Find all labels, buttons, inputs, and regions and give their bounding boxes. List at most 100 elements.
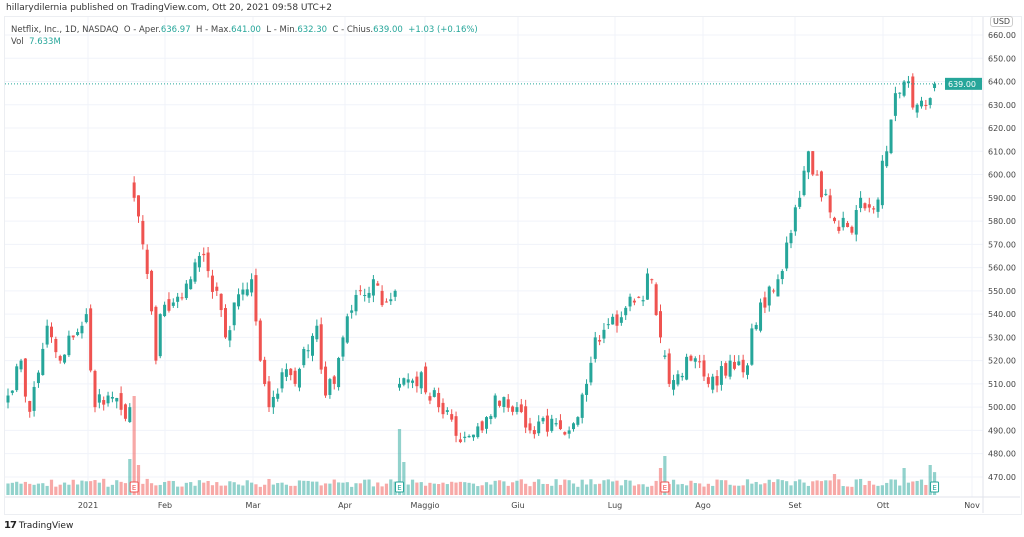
price-tick-label: 590.00	[988, 194, 1016, 203]
candle-body	[493, 395, 497, 418]
volume-bar	[780, 480, 784, 495]
volume-bar	[19, 483, 23, 495]
volume-bar	[332, 479, 336, 495]
volume-bar	[619, 485, 623, 495]
volume-bar	[102, 478, 106, 495]
candle-body	[524, 406, 528, 428]
price-tick-label: 600.00	[988, 171, 1016, 180]
volume-bar	[506, 485, 510, 495]
price-tick-label: 630.00	[988, 101, 1016, 110]
volume-bar	[554, 479, 558, 495]
volume-bar	[719, 480, 723, 495]
candle-body	[589, 362, 593, 383]
candle-body	[380, 290, 384, 306]
candle-body	[15, 366, 19, 391]
volume-bar	[454, 482, 458, 495]
candle-body	[371, 279, 375, 296]
candle-body	[106, 395, 110, 404]
volume-bar	[571, 483, 576, 495]
candle-body	[789, 233, 793, 244]
tradingview-footer[interactable]: 17 TradingView	[4, 520, 73, 531]
candle-body	[184, 283, 188, 299]
candle-body	[132, 182, 136, 198]
volume-bar	[602, 480, 606, 495]
symbol-name[interactable]: Netflix, Inc., 1D, NASDAQ	[11, 25, 119, 35]
candle-body	[754, 324, 758, 330]
candle-body	[197, 255, 201, 268]
volume-bar	[511, 482, 515, 495]
volume-bar	[898, 485, 902, 495]
time-tick-label: Set	[788, 501, 801, 510]
candle-body	[445, 410, 449, 412]
candle-body	[841, 217, 845, 228]
volume-bar	[241, 485, 245, 495]
candle-body	[767, 286, 771, 306]
volume-bar	[367, 479, 371, 495]
volume-bar	[363, 479, 367, 495]
volume-bar	[215, 482, 219, 495]
open-value: 636.97	[160, 25, 191, 35]
candle-body	[806, 151, 810, 173]
volume-bar	[167, 480, 171, 495]
candle-body	[667, 353, 671, 384]
candle-body	[872, 208, 876, 210]
candle-body	[641, 300, 645, 302]
volume-bar	[545, 483, 549, 495]
candle-body	[750, 328, 754, 365]
candle-body	[602, 329, 606, 339]
candle-body	[71, 335, 75, 338]
volume-bar	[671, 479, 676, 495]
volume-bar	[441, 482, 445, 495]
volume-bar	[606, 479, 610, 495]
time-tick-label: Feb	[158, 501, 172, 510]
candle-body	[145, 249, 149, 274]
volume-bar	[906, 482, 911, 495]
candle-body	[698, 361, 702, 363]
candle-body	[702, 360, 706, 377]
earnings-marker-label: E	[663, 484, 667, 492]
volume-bar	[867, 480, 871, 495]
volume-bar	[254, 484, 258, 495]
candle-body	[454, 416, 458, 436]
volume-bar	[819, 481, 824, 495]
volume-bar	[45, 485, 49, 495]
volume-bar	[267, 478, 271, 495]
candle-body	[367, 292, 371, 298]
volume-bar	[323, 483, 328, 495]
volume-bar	[645, 486, 650, 495]
last-price-tag	[945, 77, 982, 90]
candle-body	[554, 423, 558, 425]
last-price-label: 639.00	[948, 80, 976, 89]
volume-bar	[928, 465, 932, 495]
volume-bar	[745, 479, 750, 495]
currency-label[interactable]: USD	[990, 16, 1014, 27]
candle-body	[358, 290, 362, 292]
volume-bar	[828, 480, 832, 495]
volume-bar	[380, 486, 384, 495]
change-value: +1.03 (+0.16%)	[408, 25, 478, 35]
candle-body	[419, 372, 423, 389]
volume-bar	[741, 485, 745, 495]
price-tick-label: 560.00	[988, 264, 1016, 273]
volume-bar	[158, 484, 162, 495]
volume-bar	[863, 485, 867, 495]
volume-bar	[798, 479, 802, 495]
volume-bar	[371, 486, 375, 495]
volume-bar	[689, 480, 693, 495]
candle-body	[711, 376, 715, 390]
volume-bar	[698, 483, 702, 495]
volume-bar	[15, 481, 19, 495]
candle-body	[241, 289, 245, 295]
candle-body	[580, 394, 584, 418]
candle-body	[537, 421, 541, 434]
price-tick-label: 640.00	[988, 78, 1016, 87]
candle-body	[328, 379, 332, 395]
candle-body	[311, 335, 314, 356]
candle-body	[237, 294, 241, 307]
candle-body	[411, 380, 415, 383]
volume-bar	[702, 486, 706, 495]
volume-bar	[589, 479, 593, 495]
low-value: 632.30	[297, 25, 328, 35]
candle-body	[550, 418, 554, 431]
